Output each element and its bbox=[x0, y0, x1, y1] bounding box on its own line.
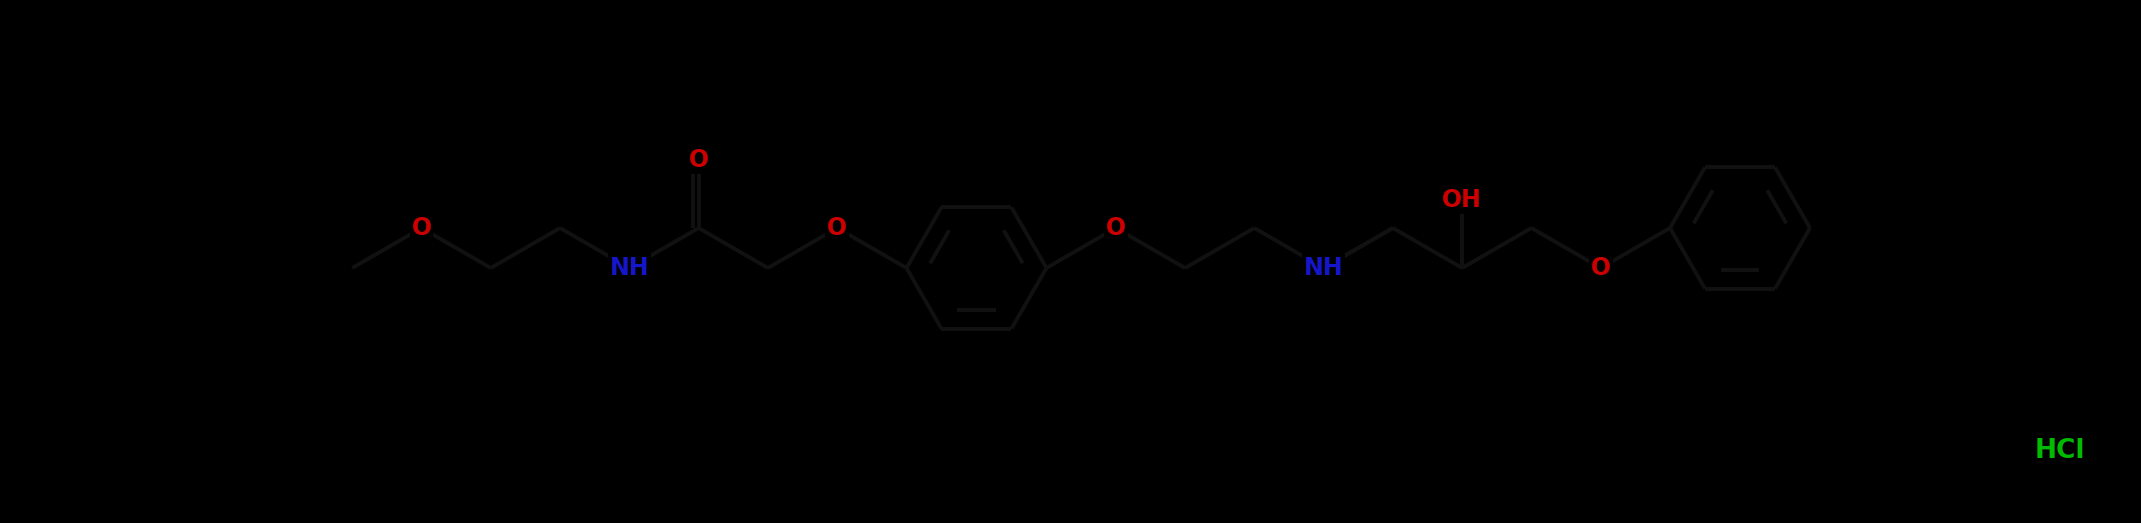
Text: O: O bbox=[1105, 216, 1126, 240]
Text: NH: NH bbox=[1304, 256, 1342, 280]
Text: O: O bbox=[689, 148, 709, 172]
Text: NH: NH bbox=[610, 256, 649, 280]
Text: O: O bbox=[826, 216, 848, 240]
Text: OH: OH bbox=[1443, 188, 1482, 212]
Text: HCl: HCl bbox=[2034, 438, 2085, 464]
Text: O: O bbox=[1591, 256, 1610, 280]
Text: O: O bbox=[411, 216, 432, 240]
